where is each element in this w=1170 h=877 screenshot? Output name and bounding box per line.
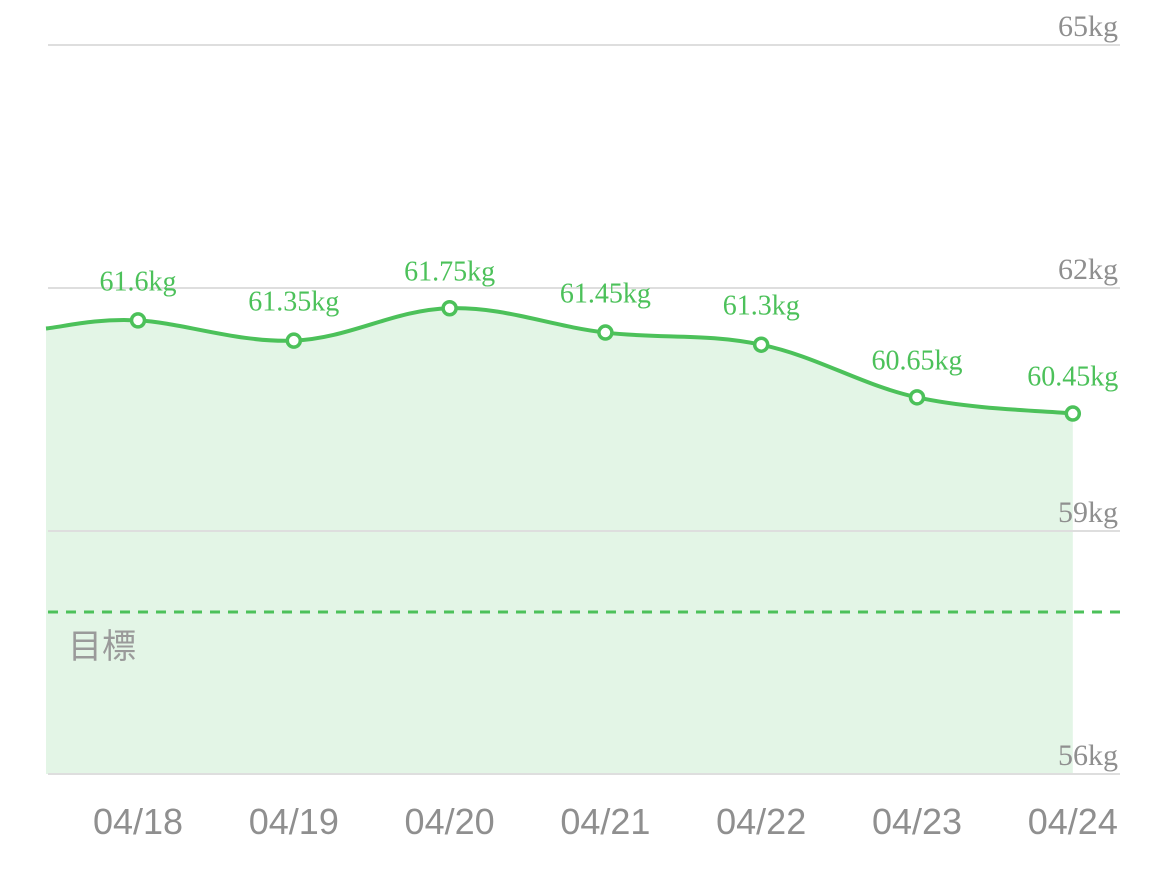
data-label: 61.75kg	[404, 256, 495, 287]
x-tick-label: 04/23	[872, 801, 962, 842]
data-point	[441, 300, 458, 317]
x-tick-label: 04/24	[1028, 801, 1118, 842]
goal-label: 目標	[68, 627, 136, 667]
data-point	[1064, 405, 1082, 422]
data-label: 61.6kg	[100, 266, 177, 297]
area-fill	[46, 308, 1073, 774]
data-label: 61.3kg	[723, 291, 800, 322]
data-label: 61.45kg	[560, 279, 651, 310]
weight-line	[45, 306, 1074, 416]
y-tick-label: 62kg	[1058, 253, 1118, 286]
x-tick-label: 04/20	[405, 801, 495, 842]
data-point	[285, 332, 303, 349]
data-point	[129, 312, 147, 329]
x-tick-label: 04/22	[716, 801, 806, 842]
y-tick-label: 65kg	[1058, 10, 1118, 43]
data-label: 60.65kg	[872, 345, 963, 376]
data-point	[597, 324, 614, 341]
x-tick-label: 04/21	[560, 801, 650, 842]
data-label: 61.35kg	[248, 287, 339, 318]
y-tick-label: 59kg	[1058, 496, 1118, 529]
y-tick-label: 56kg	[1058, 739, 1118, 772]
data-point	[752, 336, 770, 353]
data-label: 60.45kg	[1027, 362, 1118, 393]
x-tick-label: 04/19	[249, 801, 339, 842]
x-tick-label: 04/18	[93, 801, 183, 842]
data-point	[908, 389, 926, 406]
